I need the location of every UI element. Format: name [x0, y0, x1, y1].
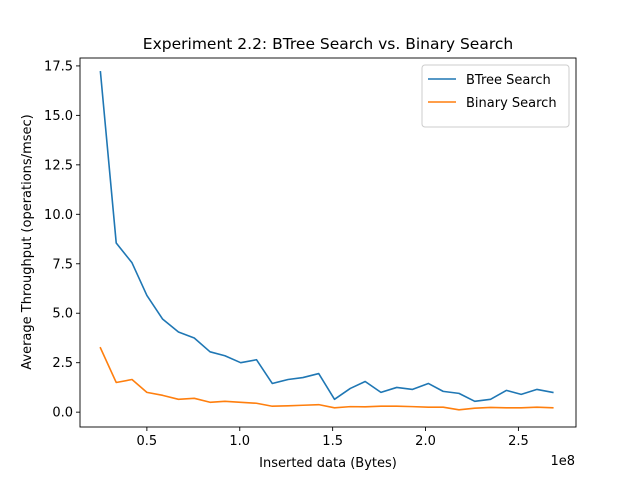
- y-axis-label: Average Throughput (operations/msec): [20, 114, 35, 369]
- legend-box: [421, 64, 570, 128]
- plot-frame: [79, 57, 577, 428]
- y-tick-label: 17.5: [44, 59, 73, 74]
- x-tick-label: 2.0: [415, 434, 436, 449]
- series-line-btree-search: [99, 70, 554, 403]
- x-axis-label: Inserted data (Bytes): [259, 456, 397, 471]
- x-axis: 0.5 1.0 1.5 2.0 2.5: [137, 427, 529, 449]
- y-tick-label: 12.5: [44, 158, 73, 173]
- legend: BTree Search Binary Search: [421, 64, 570, 128]
- x-axis-offset-text: 1e8: [550, 454, 575, 469]
- x-tick-label: 0.5: [137, 434, 158, 449]
- series-line-binary-search: [99, 346, 554, 411]
- y-tick-label: 2.5: [52, 356, 73, 371]
- x-tick-label: 2.5: [508, 434, 529, 449]
- legend-label-btree-search: BTree Search: [466, 73, 551, 88]
- y-tick-label: 7.5: [52, 257, 73, 272]
- y-tick-label: 15.0: [44, 109, 73, 124]
- y-tick-label: 0.0: [52, 406, 73, 421]
- plot-lines: [99, 70, 554, 411]
- x-tick-label: 1.0: [229, 434, 250, 449]
- chart-title: Experiment 2.2: BTree Search vs. Binary …: [143, 35, 513, 53]
- y-tick-label: 10.0: [44, 208, 73, 223]
- legend-label-binary-search: Binary Search: [466, 96, 557, 111]
- x-tick-label: 1.5: [322, 434, 343, 449]
- y-tick-label: 5.0: [52, 307, 73, 322]
- y-axis: 0.0 2.5 5.0 7.5 10.0 12.5 15.0 17.5: [44, 59, 80, 421]
